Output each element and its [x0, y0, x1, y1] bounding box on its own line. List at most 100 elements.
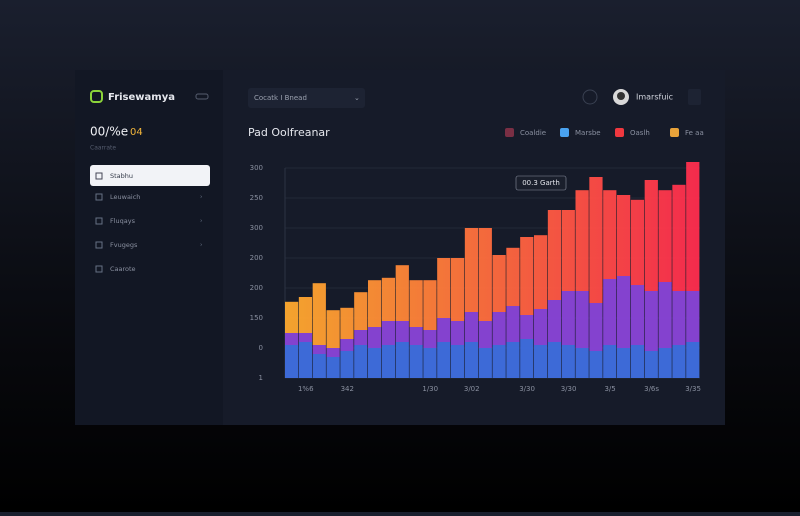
- menu-label: Leuwaich: [110, 193, 140, 201]
- bar-segment: [298, 333, 313, 342]
- x-tick-label: 3/30: [519, 385, 535, 393]
- bar-segment: [506, 306, 520, 342]
- legend-label: Marsbe: [575, 129, 601, 137]
- menu-icon: [95, 241, 103, 249]
- bar-segment: [644, 291, 658, 351]
- bar-segment: [520, 315, 534, 339]
- bar-segment: [326, 357, 340, 378]
- x-tick-label: 3/35: [685, 385, 701, 393]
- bar-segment: [451, 258, 465, 321]
- bar-segment: [644, 351, 658, 378]
- bar-segment: [547, 342, 562, 378]
- x-tick-label: 3/5: [604, 385, 615, 393]
- bar-segment: [686, 291, 700, 342]
- x-tick-label: 3/6s: [644, 385, 659, 393]
- legend-label: Oaslh: [630, 129, 650, 137]
- bar-segment: [603, 345, 617, 378]
- bar-segment: [492, 345, 506, 378]
- x-tick-label: 342: [341, 385, 354, 393]
- bar-segment: [561, 210, 575, 291]
- menu-button[interactable]: [688, 89, 701, 105]
- logo: [90, 90, 103, 103]
- stat-caption: Caarrate: [90, 145, 116, 152]
- bar-segment: [575, 291, 589, 348]
- bar-segment: [492, 312, 506, 345]
- menu-chevron: ›: [200, 194, 202, 201]
- bar-segment: [423, 280, 437, 330]
- bar-segment: [534, 235, 548, 309]
- bar-segment: [506, 342, 520, 378]
- bar-segment: [589, 177, 603, 303]
- notification-icon[interactable]: [582, 89, 598, 105]
- bar-segment: [520, 237, 534, 315]
- menu-icon: [95, 217, 103, 225]
- bar-segment: [312, 283, 326, 345]
- bar-segment: [409, 280, 423, 327]
- bar-segment: [464, 342, 479, 378]
- bar-segment: [451, 345, 465, 378]
- bar-segment: [381, 277, 396, 321]
- menu-label: Fvugegs: [110, 241, 138, 249]
- bar-segment: [603, 279, 617, 345]
- y-tick-label: 250: [250, 194, 263, 202]
- y-tick-label: 300: [250, 224, 263, 232]
- bar-segment: [285, 345, 299, 378]
- bar-segment: [658, 348, 672, 378]
- search-box[interactable]: [248, 88, 365, 108]
- bar-segment: [423, 348, 437, 378]
- bar-segment: [575, 190, 589, 291]
- bar-segment: [464, 312, 479, 342]
- bar-segment: [395, 321, 409, 342]
- menu-item[interactable]: [90, 188, 210, 206]
- legend-swatch: [615, 128, 624, 137]
- bar-segment: [395, 342, 409, 378]
- bar-segment: [589, 303, 603, 351]
- bar-segment: [354, 292, 368, 330]
- legend-swatch: [560, 128, 569, 137]
- search-caret: ⌄: [354, 94, 360, 102]
- bar-segment: [617, 276, 631, 348]
- menu-item[interactable]: [90, 236, 210, 254]
- tooltip-text: 00.3 Garth: [522, 179, 560, 187]
- menu-chevron: ›: [200, 218, 202, 225]
- user-name: Imarsfuic: [636, 93, 673, 102]
- bar-segment: [561, 345, 575, 378]
- bar-segment: [630, 345, 645, 378]
- bar-segment: [340, 339, 354, 351]
- bar-segment: [285, 333, 299, 345]
- menu-item[interactable]: [90, 260, 210, 278]
- bar-segment: [672, 184, 686, 291]
- bar-segment: [368, 327, 382, 348]
- bar-segment: [326, 310, 340, 348]
- bar-segment: [617, 348, 631, 378]
- bar-segment: [437, 318, 451, 342]
- bar-segment: [603, 190, 617, 279]
- bar-segment: [312, 345, 326, 354]
- y-tick-label: 200: [250, 284, 263, 292]
- tooltip: [515, 175, 567, 191]
- bar-segment: [658, 282, 672, 348]
- menu-icon: [95, 172, 103, 180]
- bar-segment: [547, 300, 562, 342]
- bar-segment: [686, 162, 700, 291]
- bar-segment: [409, 345, 423, 378]
- bar-segment: [658, 190, 672, 282]
- menu-item[interactable]: [90, 212, 210, 230]
- legend-label: Fe aa: [685, 129, 704, 137]
- bar-segment: [354, 345, 368, 378]
- bar-segment: [630, 199, 645, 285]
- bar-segment: [478, 348, 492, 378]
- legend-swatch: [670, 128, 679, 137]
- menu-item-active[interactable]: [90, 165, 210, 186]
- bar-segment: [672, 345, 686, 378]
- bar-segment: [644, 180, 658, 291]
- menu-label: Fluqays: [110, 217, 136, 225]
- bar-segment: [534, 345, 548, 378]
- menu-icon: [95, 193, 103, 201]
- toggle[interactable]: [195, 93, 209, 100]
- bar-segment: [298, 342, 313, 378]
- bar-segment: [409, 327, 423, 345]
- search-text: Cocatk I Bnead: [254, 94, 307, 102]
